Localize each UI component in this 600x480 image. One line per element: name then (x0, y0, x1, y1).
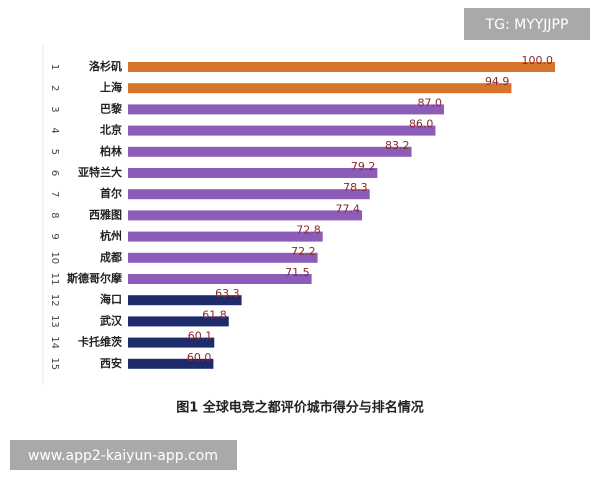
rank-label: 3 (49, 106, 60, 112)
bar (128, 104, 444, 115)
value-label: 78.3 (343, 181, 368, 194)
rank-label: 10 (49, 251, 60, 264)
category-label: 北京 (100, 123, 122, 137)
category-label: 上海 (100, 80, 122, 94)
rank-label: 4 (49, 127, 60, 133)
rank-label: 5 (49, 149, 60, 155)
value-label: 60.1 (188, 330, 213, 343)
category-label: 成都 (100, 250, 122, 264)
bar (128, 146, 412, 157)
rank-label: 14 (49, 336, 60, 349)
value-label: 86.0 (409, 118, 434, 131)
rank-label: 9 (49, 233, 60, 239)
rank-label: 6 (49, 170, 60, 176)
value-label: 71.5 (285, 266, 310, 279)
bar (128, 358, 214, 369)
chart-caption: 图1 全球电竞之都评价城市得分与排名情况 (176, 400, 424, 416)
category-label: 杭州 (100, 229, 122, 243)
category-label: 卡托维茨 (78, 335, 122, 349)
category-label: 洛杉矶 (89, 59, 122, 73)
rank-label: 11 (49, 273, 60, 286)
category-label: 武汉 (100, 313, 123, 327)
bar (128, 231, 323, 242)
value-label: 83.2 (385, 139, 410, 152)
bar (128, 210, 362, 221)
bar (128, 274, 312, 284)
rank-label: 13 (49, 315, 60, 328)
value-label: 77.4 (335, 202, 360, 215)
rank-label: 15 (49, 357, 60, 370)
watermark-box (464, 8, 590, 40)
value-label: 79.2 (351, 160, 376, 173)
bar (128, 189, 370, 200)
value-label: 94.9 (485, 75, 510, 88)
value-label: 61.8 (202, 308, 227, 321)
bar (128, 83, 512, 94)
category-label: 西安 (100, 356, 122, 370)
value-label: 72.8 (296, 224, 321, 237)
category-label: 柏林 (100, 144, 122, 158)
watermark-box (10, 440, 237, 470)
value-label: 100.0 (522, 54, 554, 67)
bar (128, 252, 318, 263)
category-label: 海口 (100, 292, 122, 306)
watermark: TG: MYYJJPP (485, 17, 569, 33)
bar (128, 316, 229, 327)
rank-label: 7 (49, 191, 60, 197)
category-label: 巴黎 (100, 101, 123, 115)
bar (128, 125, 436, 136)
watermark: www.app2-kaiyun-app.com (28, 448, 218, 464)
bar (128, 168, 378, 178)
rank-label: 8 (49, 212, 60, 218)
rank-label: 12 (49, 294, 60, 307)
rank-label: 2 (49, 85, 60, 91)
bar (128, 62, 555, 72)
category-label: 斯德哥尔摩 (67, 271, 123, 285)
value-label: 63.3 (215, 287, 240, 300)
value-label: 60.0 (187, 351, 212, 364)
bar (128, 337, 215, 348)
bar (128, 295, 242, 306)
category-label: 西雅图 (89, 207, 122, 221)
rank-label: 1 (49, 64, 60, 70)
value-label: 72.2 (291, 245, 316, 258)
category-label: 首尔 (100, 186, 122, 200)
value-label: 87.0 (417, 96, 442, 109)
category-label: 亚特兰大 (78, 165, 122, 179)
